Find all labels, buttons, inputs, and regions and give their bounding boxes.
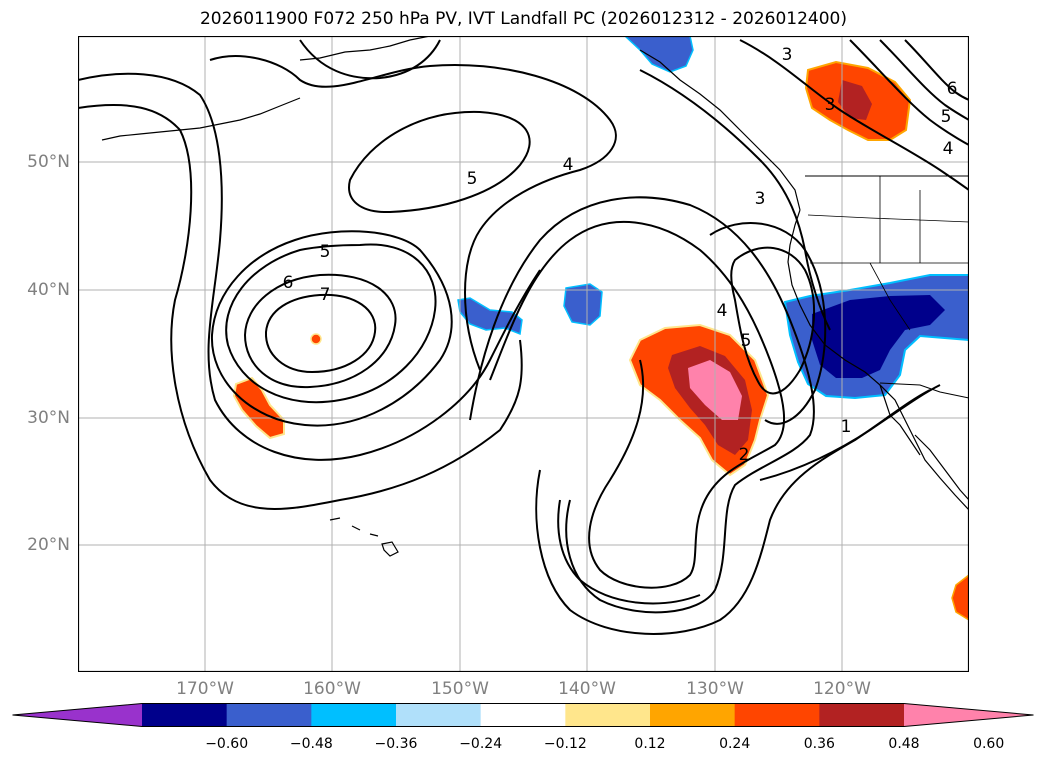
- colorbar-tick-label: 0.12: [634, 736, 666, 752]
- colorbar-extend-high: [904, 703, 1034, 727]
- contour-5-north: [348, 110, 531, 214]
- baja-california: [879, 384, 921, 456]
- fill-negative-california-core: [812, 295, 945, 378]
- fill-positive-dot: [310, 333, 322, 345]
- figure-title: 2026011900 F072 250 hPa PV, IVT Landfall…: [199, 9, 847, 29]
- colorbar-tick-label: −0.36: [374, 736, 418, 752]
- fill-positive-lower-right: [951, 574, 969, 621]
- lat-label-40n: 40°N: [27, 280, 70, 300]
- lon-label-150w: 150°W: [431, 679, 489, 699]
- colorbar-segment: [650, 703, 736, 727]
- lon-label-140w: 140°W: [558, 679, 616, 699]
- colorbar-segment: [226, 703, 312, 727]
- colorbar-tick-label: 0.24: [719, 736, 751, 752]
- fill-positive-bc-core: [838, 80, 872, 120]
- lon-label-170w: 170°W: [176, 679, 234, 699]
- alaska-coast: [299, 36, 431, 61]
- contour-5-west: [225, 243, 437, 404]
- colorbar-tick-label: −0.24: [459, 736, 503, 752]
- contour-6-west: [243, 273, 397, 389]
- contour-outer-west: [78, 103, 523, 510]
- contour-4-north: [209, 55, 617, 371]
- alaska-panhandle: [639, 49, 801, 211]
- contour-4-east: [709, 222, 827, 425]
- contour-label: 4: [943, 139, 954, 159]
- lat-label-20n: 20°N: [27, 535, 70, 555]
- mexico-coast: [914, 434, 969, 501]
- hawaii-islands: [329, 517, 399, 557]
- contour-label: 3: [755, 189, 766, 209]
- fill-negative-alaska: [623, 36, 694, 73]
- contour-3-ne: [739, 39, 969, 191]
- colorbar-tick-label: 0.60: [973, 736, 1005, 752]
- contour-label: 5: [741, 331, 752, 351]
- colorbar-segment: [734, 703, 820, 727]
- contour-4-west: [210, 230, 453, 427]
- colorbar-segment: [565, 703, 651, 727]
- contour-7-nw: [299, 39, 441, 80]
- lon-label-130w: 130°W: [686, 679, 744, 699]
- aleutian-chain: [101, 97, 301, 141]
- ivt-anomaly-fills: [232, 36, 969, 621]
- colorbar-segment: [142, 703, 228, 727]
- us-west-coast: [787, 209, 969, 511]
- lat-label-50n: 50°N: [27, 152, 70, 172]
- contour-label: 5: [941, 107, 952, 127]
- contour-label-group: 3 3 6 5 4 5 4 3 5 6 7 4 5 2 1: [283, 45, 958, 465]
- contour-label: 6: [283, 273, 294, 293]
- lon-label-160w: 160°W: [303, 679, 361, 699]
- contour-label: 5: [320, 242, 331, 262]
- coastlines: [101, 36, 969, 557]
- contour-4-ne: [849, 39, 969, 146]
- contour-6-ne: [904, 39, 969, 101]
- contour-trough-mid: [469, 196, 815, 614]
- fill-negative-central: [563, 283, 603, 326]
- contour-7-west: [264, 293, 377, 374]
- colorbar-segment: [819, 703, 905, 727]
- lat-label-30n: 30°N: [27, 408, 70, 428]
- contour-label: 3: [825, 95, 836, 115]
- colorbar-tick-label: 0.36: [803, 736, 835, 752]
- state-borders: [807, 176, 969, 331]
- contour-label: 6: [947, 79, 958, 99]
- colorbar-tick-label: −0.48: [289, 736, 333, 752]
- contour-1-east: [759, 384, 941, 481]
- colorbar-segment: [311, 703, 397, 727]
- lon-label-120w: 120°W: [813, 679, 871, 699]
- contour-label: 3: [782, 45, 793, 65]
- contour-label: 2: [739, 445, 750, 465]
- colorbar-tick-label: −0.60: [205, 736, 249, 752]
- colorbar: [12, 703, 1034, 727]
- contour-3-west: [78, 72, 541, 461]
- contour-5-east: [730, 246, 815, 395]
- contour-label: 1: [841, 417, 852, 437]
- colorbar-extend-low: [12, 703, 142, 727]
- contour-label: 7: [320, 285, 331, 305]
- contour-label: 5: [467, 169, 478, 189]
- contour-5-ne: [879, 39, 969, 121]
- us-mexico-border: [879, 382, 969, 399]
- colorbar-segment: [396, 703, 482, 727]
- contour-lower-loop: [557, 499, 701, 605]
- contour-label: 4: [563, 155, 574, 175]
- colorbar-tick-label: 0.48: [888, 736, 920, 752]
- colorbar-segment: [480, 703, 566, 727]
- contour-label: 4: [717, 301, 728, 321]
- contour-trough-inner: [489, 220, 786, 589]
- contour-3-mid: [639, 69, 831, 331]
- map-panel: 3 3 6 5 4 5 4 3 5 6 7 4 5 2 1: [78, 36, 969, 672]
- colorbar-outline: [12, 703, 1034, 727]
- pv-contours: [78, 39, 969, 635]
- colorbar-tick-label: −0.12: [543, 736, 587, 752]
- map-frame: [78, 36, 969, 672]
